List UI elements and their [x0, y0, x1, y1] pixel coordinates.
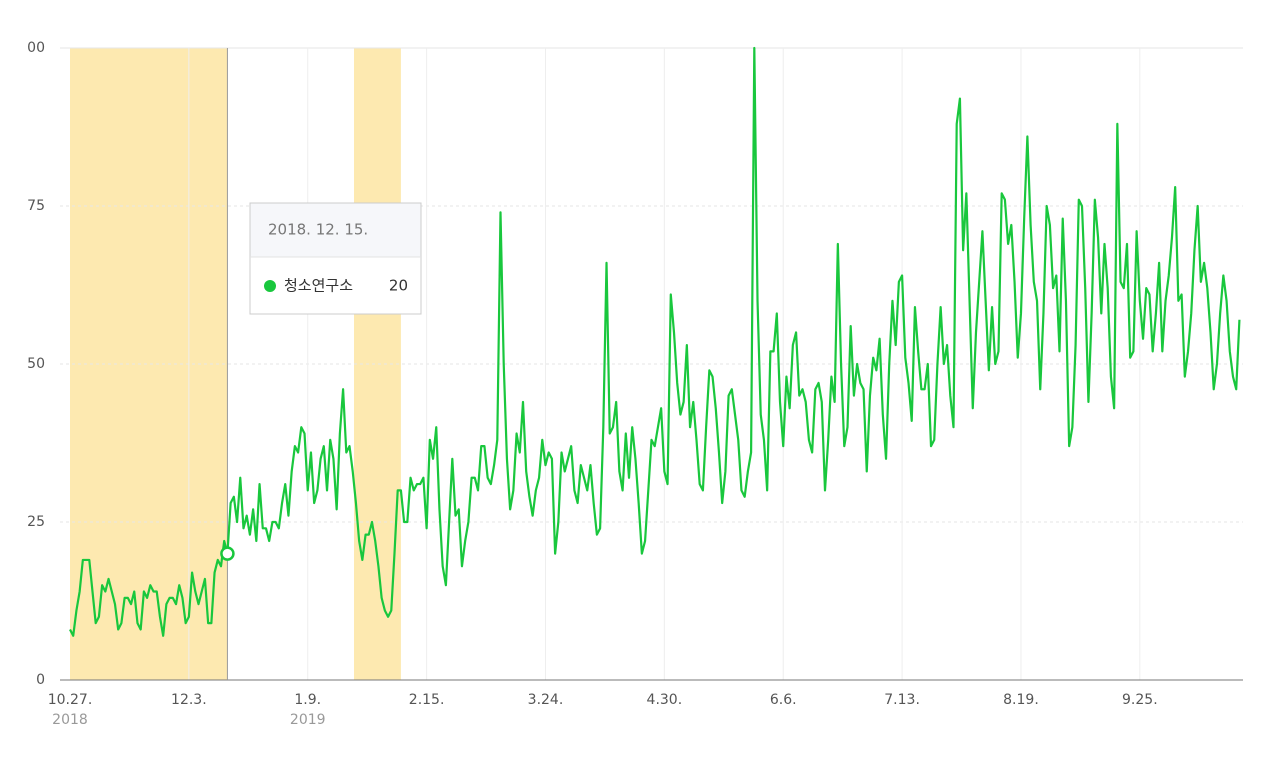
y-tick-label: 00 — [27, 40, 45, 56]
x-tick-label: 8.19. — [1003, 692, 1039, 708]
hover-marker — [220, 546, 235, 561]
series-line — [69, 46, 1241, 637]
tooltip-date: 2018. 12. 15. — [268, 221, 368, 239]
tooltip-header — [250, 203, 421, 257]
tooltip: 2018. 12. 15. 청소연구소 20 — [249, 202, 422, 315]
x-tick-label: 9.25. — [1122, 692, 1158, 708]
x-tick-label: 6.6. — [770, 692, 797, 708]
year-label: 2018 — [52, 712, 88, 728]
tooltip-dot — [264, 280, 276, 292]
x-tick-label: 2.15. — [409, 692, 445, 708]
x-tick-label: 7.13. — [884, 692, 920, 708]
y-tick-label: 50 — [27, 356, 45, 372]
y-tick-label: 25 — [27, 514, 45, 530]
tooltip-series: 청소연구소 — [284, 277, 353, 295]
x-tick-label: 1.9. — [294, 692, 321, 708]
year-label: 2019 — [290, 712, 326, 728]
y-tick-label: 0 — [36, 672, 45, 688]
x-tick-label: 12.3. — [171, 692, 207, 708]
x-tick-label: 10.27. — [48, 692, 93, 708]
x-tick-label: 3.24. — [528, 692, 564, 708]
y-tick-label: 75 — [27, 198, 45, 214]
x-tick-label: 4.30. — [647, 692, 683, 708]
tooltip-value: 20 — [389, 277, 408, 295]
